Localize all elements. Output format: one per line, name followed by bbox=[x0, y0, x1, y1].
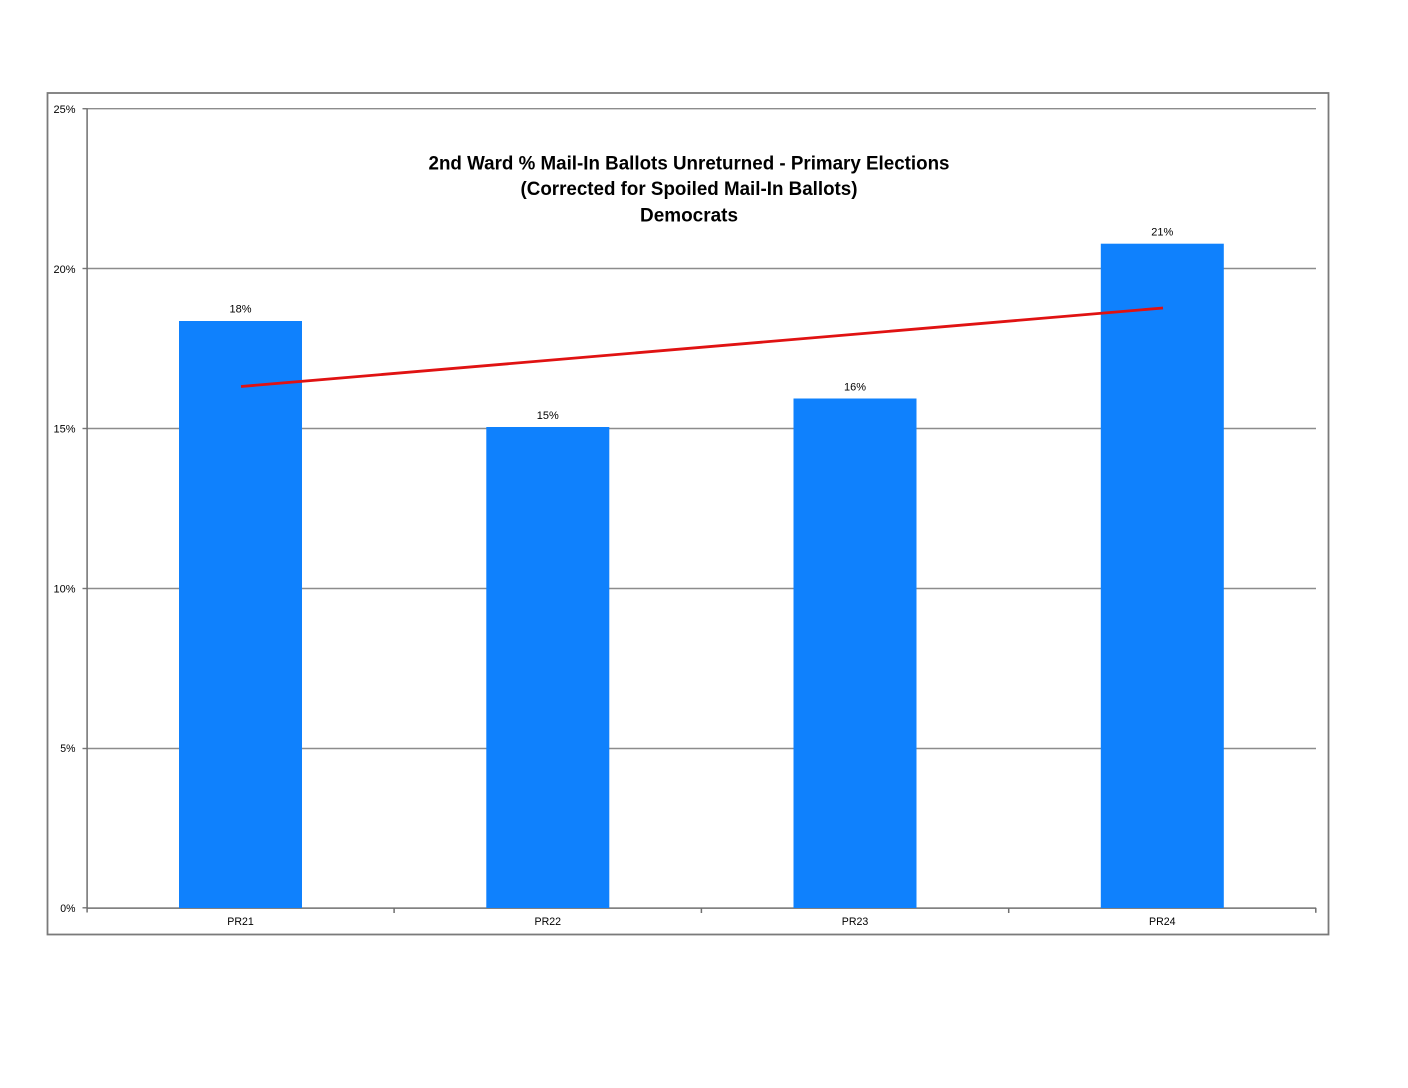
svg-text:PR22: PR22 bbox=[535, 916, 562, 928]
svg-text:20%: 20% bbox=[54, 264, 76, 276]
svg-text:18%: 18% bbox=[230, 304, 252, 316]
svg-text:PR24: PR24 bbox=[1149, 916, 1176, 928]
svg-text:0%: 0% bbox=[60, 903, 75, 915]
svg-text:Democrats: Democrats bbox=[640, 206, 738, 227]
svg-text:10%: 10% bbox=[54, 583, 76, 595]
svg-text:5%: 5% bbox=[60, 743, 75, 755]
svg-text:25%: 25% bbox=[54, 104, 76, 116]
svg-text:PR21: PR21 bbox=[227, 916, 254, 928]
svg-text:PR23: PR23 bbox=[842, 916, 869, 928]
svg-text:(Corrected for Spoiled Mail-In: (Corrected for Spoiled Mail-In Ballots) bbox=[521, 179, 858, 200]
svg-text:15%: 15% bbox=[54, 424, 76, 436]
svg-text:2nd Ward % Mail-In Ballots Unr: 2nd Ward % Mail-In Ballots Unreturned - … bbox=[429, 153, 950, 174]
svg-text:16%: 16% bbox=[844, 382, 866, 394]
svg-text:15%: 15% bbox=[537, 410, 559, 422]
svg-text:21%: 21% bbox=[1151, 227, 1173, 239]
